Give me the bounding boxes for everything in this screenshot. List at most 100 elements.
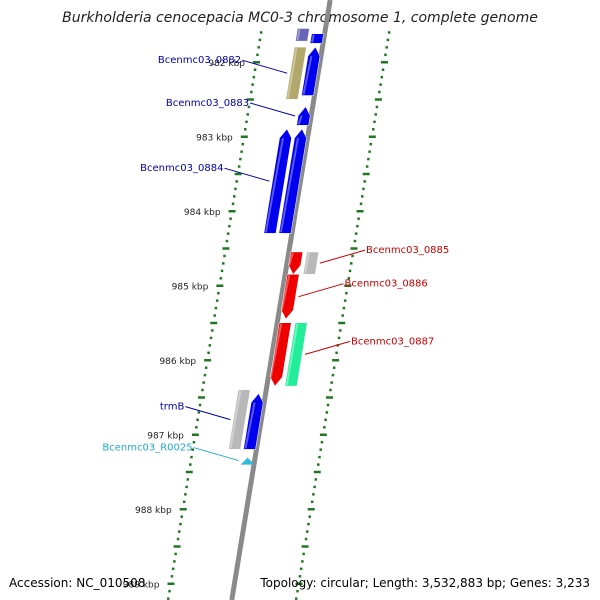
- scale-tick: [338, 321, 346, 325]
- scale-tick: [228, 224, 231, 228]
- feature-label[interactable]: Bcenmc03_0887: [351, 336, 434, 347]
- gene-feature[interactable]: [285, 46, 307, 100]
- scale-tick: [259, 31, 263, 34]
- scale-tick-label: 984 kbp: [184, 208, 221, 218]
- gene-feature[interactable]: [302, 251, 320, 275]
- scale-tick-label: 987 kbp: [147, 432, 184, 442]
- scale-tick: [368, 135, 376, 138]
- scale-tick: [381, 68, 385, 71]
- scale-tick: [353, 239, 357, 243]
- scale-tick: [381, 61, 388, 64]
- scale-tick: [210, 321, 218, 325]
- scale-tick: [216, 284, 224, 287]
- backbone-line: [229, 0, 333, 600]
- scale-tick: [299, 567, 303, 571]
- scale-tick: [319, 433, 327, 436]
- gene-feature[interactable]: [284, 322, 308, 387]
- scale-tick: [167, 597, 170, 600]
- feature-label[interactable]: Bcenmc03_0883: [166, 98, 249, 109]
- scale-tick: [190, 455, 193, 459]
- scale-tick: [246, 113, 249, 116]
- scale-tick: [361, 195, 364, 198]
- scale-tick: [185, 470, 193, 474]
- scale-tick: [203, 373, 207, 377]
- scale-tick: [310, 500, 314, 504]
- scale-tick: [174, 552, 177, 556]
- scale-tick: [374, 113, 377, 116]
- feature-label[interactable]: trmB: [160, 402, 185, 413]
- feature-label[interactable]: Bcenmc03_R0025: [102, 443, 192, 454]
- scale-tick: [258, 38, 262, 42]
- gene-feature[interactable]: [301, 46, 321, 96]
- gene-feature-shine: [297, 115, 303, 125]
- scale-tick: [337, 336, 341, 340]
- feature-label[interactable]: Bcenmc03_0884: [140, 163, 223, 174]
- feature-label[interactable]: Bcenmc03_0882: [158, 55, 241, 66]
- gene-feature[interactable]: [243, 393, 264, 450]
- scale-tick: [362, 187, 365, 191]
- scale-tick: [240, 135, 248, 138]
- scale-tick: [301, 545, 309, 548]
- feature-label[interactable]: Bcenmc03_0886: [345, 279, 428, 290]
- scale-tick: [332, 359, 340, 362]
- backbone: [229, 0, 333, 600]
- scale-tick: [240, 150, 243, 153]
- gene-feature[interactable]: [278, 128, 307, 234]
- scale-tick: [182, 500, 186, 504]
- scale-tick: [378, 90, 381, 94]
- scale-tick: [207, 351, 210, 355]
- scale-tick: [196, 418, 199, 422]
- gene-feature[interactable]: [295, 28, 310, 42]
- scale-tick: [209, 336, 213, 340]
- scale-tick: [375, 105, 379, 109]
- scale-tick: [167, 582, 175, 585]
- gene-feature[interactable]: [296, 106, 311, 126]
- scale-tick: [195, 426, 198, 429]
- scale-tick: [312, 493, 315, 496]
- gene-feature-shine: [279, 137, 299, 233]
- scale-tick: [219, 277, 223, 280]
- scale-tick: [324, 418, 327, 422]
- gene-feature[interactable]: [281, 274, 300, 320]
- gene-feature[interactable]: [228, 389, 251, 450]
- scale-tick: [341, 314, 344, 317]
- scale-tick: [347, 277, 351, 280]
- gene-feature-shine: [296, 29, 301, 41]
- feature-leader-line: [193, 447, 239, 462]
- feature-track: [228, 28, 324, 465]
- scale-tick: [253, 61, 260, 64]
- scale-tick: [229, 217, 232, 220]
- scale-tick: [225, 239, 229, 243]
- scale-tick: [326, 403, 330, 407]
- scale-tick: [373, 120, 376, 124]
- scale-tick: [234, 187, 237, 191]
- gene-feature-shine: [244, 402, 256, 449]
- scale-tick: [335, 351, 338, 355]
- gene-feature[interactable]: [309, 33, 324, 44]
- feature-leader-line: [224, 167, 270, 182]
- scale-tick: [222, 247, 230, 250]
- rna-feature[interactable]: [240, 457, 255, 465]
- scale-tick: [306, 530, 309, 533]
- scale-tick: [204, 359, 212, 362]
- scale-tick: [339, 329, 342, 332]
- scale-tick-label: 986 kbp: [159, 357, 196, 367]
- scale-tick-label: 988 kbp: [135, 506, 172, 516]
- scale-tick: [176, 537, 180, 541]
- gene-feature[interactable]: [288, 251, 304, 275]
- scale-tick: [350, 247, 358, 250]
- scale-tick: [197, 411, 201, 414]
- scale-tick: [367, 157, 370, 161]
- feature-label[interactable]: Bcenmc03_0885: [366, 245, 449, 256]
- gene-feature[interactable]: [263, 128, 292, 234]
- scale-tick: [351, 254, 354, 258]
- scale-tick: [372, 128, 375, 131]
- scale-tick: [192, 440, 196, 444]
- gene-feature[interactable]: [270, 322, 292, 387]
- feature-leader-line: [242, 59, 288, 74]
- scale-tick: [295, 582, 303, 585]
- scale-tick: [317, 463, 320, 466]
- scale-tick-label: 982 kbp: [208, 59, 245, 69]
- scale-tick: [179, 522, 182, 526]
